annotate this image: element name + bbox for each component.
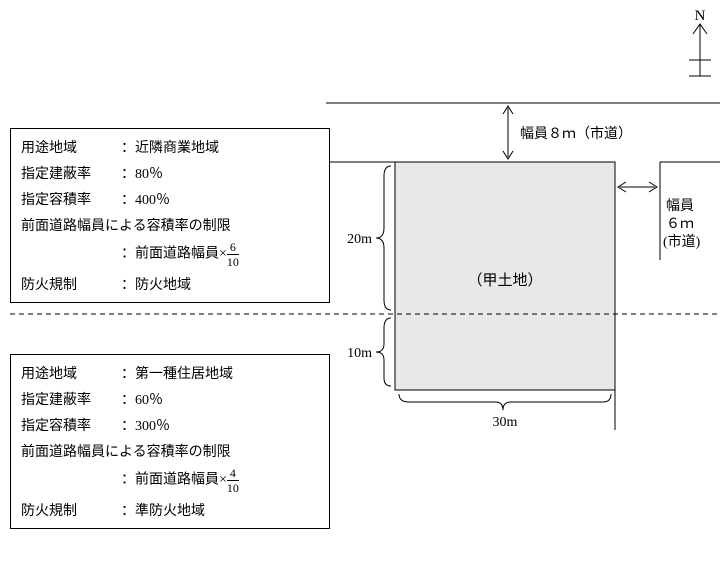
compass: N xyxy=(689,8,711,76)
road-right-l3: (市道) xyxy=(663,233,701,250)
zone-row: 防火規制 ： 準防火地域 xyxy=(21,500,319,520)
compass-label: N xyxy=(695,8,706,24)
zone-label: 指定建蔽率 xyxy=(21,163,121,183)
zone-row: 用途地域 ： 近隣商業地域 xyxy=(21,137,319,157)
dim-road-top: 幅員８ｍ（市道） xyxy=(503,106,632,159)
zone-sep: ： xyxy=(121,389,135,409)
zone-value: 80％ xyxy=(135,163,163,183)
dim-30m: 30m xyxy=(399,394,611,430)
zone-value: 近隣商業地域 xyxy=(135,137,219,157)
dim-10m: 10m xyxy=(347,318,391,386)
road-limit-fraction: 610 xyxy=(227,241,239,268)
road-right-l1: 幅員 xyxy=(666,198,694,214)
zone-row: 指定容積率 ： 400％ xyxy=(21,189,319,209)
dim-20m: 20m xyxy=(347,166,391,310)
zone-sep: ： xyxy=(121,500,135,520)
zone-box-upper: 用途地域 ： 近隣商業地域 指定建蔽率 ： 80％ 指定容積率 ： 400％ 前… xyxy=(10,128,330,303)
zone-road-limit-value: ：前面道路幅員×610 xyxy=(21,241,319,268)
dim-road-right: 幅員 ６ｍ (市道) xyxy=(618,182,701,250)
road-right-l2: ６ｍ xyxy=(666,217,694,232)
zone-row: 指定建蔽率 ： 60％ xyxy=(21,389,319,409)
road-limit-fraction: 410 xyxy=(227,467,239,494)
zone-value: 400％ xyxy=(135,189,170,209)
zone-sep: ： xyxy=(121,363,135,383)
zone-row: 用途地域 ： 第一種住居地域 xyxy=(21,363,319,383)
zone-value: 300％ xyxy=(135,415,170,435)
zone-box-lower: 用途地域 ： 第一種住居地域 指定建蔽率 ： 60％ 指定容積率 ： 300％ … xyxy=(10,354,330,529)
lot-label: （甲土地） xyxy=(467,272,542,289)
zone-label: 指定容積率 xyxy=(21,415,121,435)
zone-road-limit-value: ：前面道路幅員×410 xyxy=(21,467,319,494)
zone-fire-value: 準防火地域 xyxy=(135,500,205,520)
dim-10m-label: 10m xyxy=(347,346,372,361)
zone-sep: ： xyxy=(121,415,135,435)
zone-fire-label: 防火規制 xyxy=(21,500,121,520)
zone-sep: ： xyxy=(121,274,135,294)
zone-label: 用途地域 xyxy=(21,363,121,383)
zone-label: 指定容積率 xyxy=(21,189,121,209)
zone-road-limit-label: 前面道路幅員による容積率の制限 xyxy=(21,215,319,235)
road-limit-prefix: ：前面道路幅員× xyxy=(121,473,227,488)
zone-sep: ： xyxy=(121,189,135,209)
zone-fire-label: 防火規制 xyxy=(21,274,121,294)
zone-sep: ： xyxy=(121,137,135,157)
zone-sep: ： xyxy=(121,163,135,183)
zone-value: 60％ xyxy=(135,389,163,409)
zone-label: 指定建蔽率 xyxy=(21,389,121,409)
zone-label: 用途地域 xyxy=(21,137,121,157)
zone-road-limit-label: 前面道路幅員による容積率の制限 xyxy=(21,441,319,461)
zone-fire-value: 防火地域 xyxy=(135,274,191,294)
dim-30m-label: 30m xyxy=(493,415,518,430)
zone-row: 防火規制 ： 防火地域 xyxy=(21,274,319,294)
dim-20m-label: 20m xyxy=(347,232,372,247)
zone-value: 第一種住居地域 xyxy=(135,363,233,383)
road-limit-prefix: ：前面道路幅員× xyxy=(121,247,227,262)
zone-row: 指定建蔽率 ： 80％ xyxy=(21,163,319,183)
zone-row: 指定容積率 ： 300％ xyxy=(21,415,319,435)
road-top-label: 幅員８ｍ（市道） xyxy=(520,125,632,142)
